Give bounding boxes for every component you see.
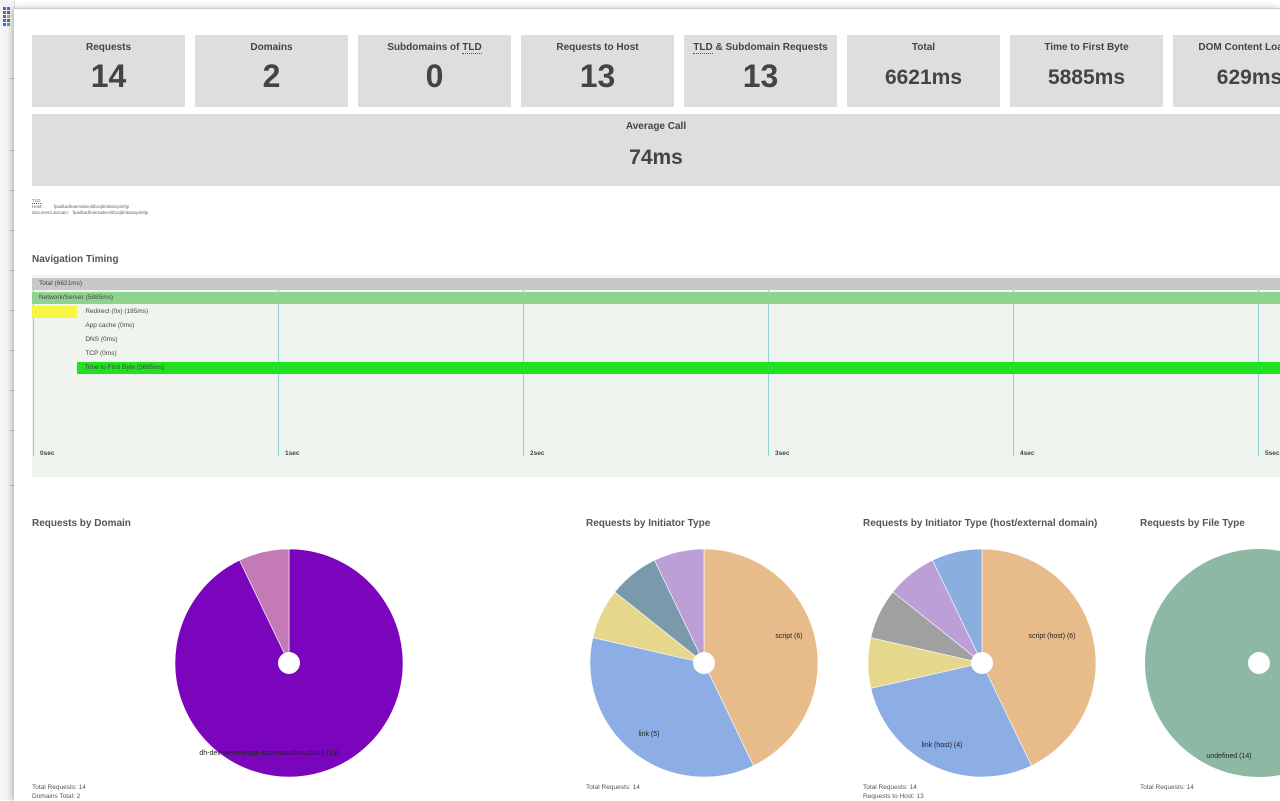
pie-slice[interactable]	[932, 548, 983, 664]
timeline-tick-label: 0sec	[40, 450, 55, 457]
stat-tile: DOM Content Loaded 629ms	[1173, 35, 1280, 107]
pie-center-hole	[278, 652, 300, 674]
timing-bar-label: DNS (0ms)	[85, 336, 118, 343]
timeline-tick-label: 5sec	[1265, 450, 1280, 457]
timing-bar[interactable]	[77, 348, 85, 360]
timing-bar[interactable]	[32, 306, 78, 318]
stat-tile: Subdomains of TLD 0	[358, 35, 511, 107]
pie-chart-footer: Total Requests: 14	[1140, 784, 1194, 791]
timing-bar[interactable]: Network/Server (5885ms)	[32, 292, 1280, 304]
pie-center-hole	[971, 652, 993, 674]
stat-tile: Time to First Byte 5885ms	[1010, 35, 1163, 107]
stat-tile: Domains 2	[195, 35, 348, 107]
pie-slice[interactable]	[703, 548, 819, 767]
pie-center-hole	[1248, 652, 1270, 674]
host-line: Host: fpadkadhaemabecktbcqbmktacipimfgi	[32, 204, 130, 209]
pie-slice[interactable]	[239, 548, 290, 664]
pie-slice[interactable]	[981, 548, 1097, 767]
pie-chart: undefined (14)	[1145, 549, 1280, 777]
pie-slice-label: link (5)	[638, 731, 659, 738]
stat-tile: Requests 14	[32, 35, 185, 107]
tile-value: 13	[742, 58, 779, 94]
navigation-timing-chart: 0sec 1sec 2sec 3sec 4sec 5sec Total (6621ms) Ne…	[32, 275, 1280, 477]
timeline-tick-label: 3sec	[775, 450, 790, 457]
timing-bar[interactable]: Time to First Byte (5695ms)	[77, 362, 1280, 374]
pie-chart-footer: Domains Total: 2	[32, 793, 81, 800]
timing-bar[interactable]	[77, 320, 85, 332]
tile-label: Requests	[85, 42, 131, 53]
app-grid-icon	[3, 7, 13, 37]
timeline-tick-label: 2sec	[530, 450, 545, 457]
navigation-timing-title: Navigation Timing	[32, 254, 119, 265]
pie-chart-footer: Total Requests: 14	[586, 784, 640, 791]
tile-label: TLD & Subdomain Requests	[693, 42, 828, 54]
pie-slice[interactable]	[654, 548, 705, 664]
stat-tile: Total 6621ms	[847, 35, 1000, 107]
tile-label: Subdomains of TLD	[387, 42, 482, 54]
pie-chart-title: Requests by Initiator Type	[586, 518, 711, 529]
pie-chart-title: Requests by Domain	[32, 518, 131, 529]
background-page-edge	[0, 0, 15, 800]
tile-value: 629ms	[1216, 66, 1280, 89]
tile-label: DOM Content Loaded	[1198, 42, 1280, 53]
performance-panel: Requests 14 Domains 2 Subdomains of TLD 0 Requ…	[14, 8, 1280, 801]
pie-slice-label: script (6)	[775, 633, 802, 640]
pie-chart-footer: Total Requests: 14	[32, 784, 86, 791]
pie-chart-footer: Total Requests: 14	[863, 784, 917, 791]
timeline-tick-label: 1sec	[285, 450, 300, 457]
tile-label: Time to First Byte	[1044, 42, 1129, 53]
tile-value: 13	[579, 58, 616, 94]
average-call-tile: Average Call 74ms	[32, 114, 1280, 186]
pie-chart: dh-dev-westeurope-bcoresandbox.cloud (13…	[174, 548, 404, 778]
pie-slice-label: dh-dev-westeurope-bcoresandbox.cloud (13…	[199, 750, 338, 757]
pie-chart-title: Requests by Initiator Type (host/externa…	[863, 518, 1098, 529]
tile-value: 6621ms	[884, 66, 963, 89]
stat-tile: TLD & Subdomain Requests 13	[684, 35, 837, 107]
timeline-gridline	[33, 290, 34, 456]
tile-label: Domains	[250, 42, 293, 53]
pie-slice[interactable]	[1145, 549, 1280, 777]
pie-chart: script (host) (6) link (host) (4)	[867, 548, 1097, 778]
tile-label: Average Call	[625, 121, 687, 132]
pie-chart-footer: Requests to Host: 13	[863, 793, 924, 800]
pie-slice[interactable]	[589, 637, 754, 778]
tile-value: 14	[90, 58, 127, 94]
tld-note: TLD	[32, 198, 41, 204]
timing-bar-label: App cache (0ms)	[85, 322, 135, 329]
pie-slice[interactable]	[870, 662, 1032, 778]
tile-value: 0	[425, 58, 444, 94]
document-domain-line: document.domain: fpadkadhaemabecktbcqbmk…	[32, 210, 149, 215]
pie-chart-title: Requests by File Type	[1140, 518, 1245, 529]
timing-bar[interactable]	[77, 334, 85, 346]
tile-value: 74ms	[629, 146, 683, 169]
timing-bar-label: Redirect (0x) (185ms)	[85, 308, 149, 315]
tile-value: 5885ms	[1047, 66, 1126, 89]
stat-tile: Requests to Host 13	[521, 35, 674, 107]
timing-bar[interactable]: Total (6621ms)	[32, 278, 1280, 290]
pie-chart: script (6) link (5)	[589, 548, 819, 778]
pie-slice-label: undefined (14)	[1206, 753, 1251, 760]
timeline-tick-label: 4sec	[1020, 450, 1035, 457]
tile-label: Total	[911, 42, 936, 53]
pie-slice-label: script (host) (6)	[1028, 633, 1075, 640]
timing-bar-label: TCP (0ms)	[85, 350, 117, 357]
pie-slice-label: link (host) (4)	[922, 742, 963, 749]
tile-value: 2	[262, 58, 281, 94]
tile-label: Requests to Host	[556, 42, 639, 53]
pie-center-hole	[693, 652, 715, 674]
